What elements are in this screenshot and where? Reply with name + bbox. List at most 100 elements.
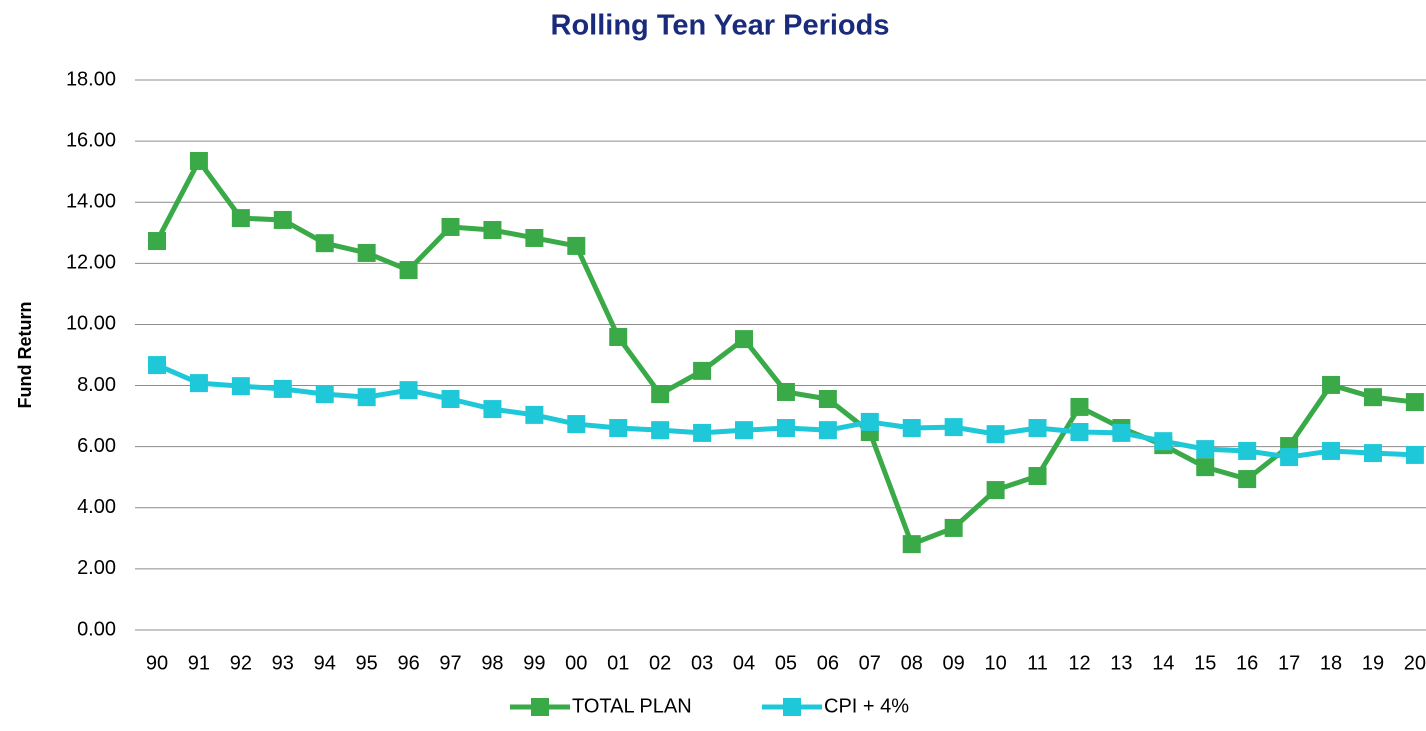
x-tick-label: 90 bbox=[146, 652, 168, 674]
point-marker bbox=[148, 232, 166, 251]
legend-label: TOTAL PLAN bbox=[572, 695, 692, 717]
x-tick-label: 13 bbox=[1110, 652, 1132, 674]
y-tick-label: 18.00 bbox=[66, 68, 116, 90]
x-tick-label: 09 bbox=[943, 652, 965, 674]
x-tick-label: 07 bbox=[859, 652, 881, 674]
point-marker bbox=[986, 425, 1005, 444]
point-marker bbox=[1028, 467, 1047, 485]
x-tick-label: 18 bbox=[1320, 652, 1342, 674]
point-marker bbox=[483, 221, 502, 240]
point-marker bbox=[735, 421, 754, 440]
point-marker bbox=[1028, 419, 1047, 438]
x-tick-label: 98 bbox=[481, 652, 503, 674]
point-marker bbox=[776, 382, 795, 401]
point-marker bbox=[609, 327, 628, 346]
point-marker bbox=[944, 518, 963, 537]
point-marker bbox=[1196, 440, 1215, 459]
point-marker bbox=[148, 356, 166, 375]
point-marker bbox=[1070, 423, 1089, 441]
y-tick-label: 12.00 bbox=[66, 252, 116, 274]
point-marker bbox=[525, 405, 544, 424]
point-marker bbox=[776, 419, 795, 438]
point-marker bbox=[525, 228, 544, 247]
x-tick-label: 94 bbox=[314, 652, 336, 674]
point-marker bbox=[651, 421, 670, 440]
point-marker bbox=[189, 151, 208, 170]
x-tick-label: 01 bbox=[607, 652, 629, 674]
x-tick-label: 20 bbox=[1404, 652, 1426, 674]
x-tick-label: 05 bbox=[775, 652, 797, 674]
point-marker bbox=[735, 330, 754, 349]
point-marker bbox=[441, 217, 460, 236]
point-marker bbox=[315, 234, 334, 253]
x-tick-label: 14 bbox=[1152, 652, 1174, 674]
y-tick-label: 2.00 bbox=[77, 557, 116, 579]
x-tick-label: 12 bbox=[1068, 652, 1090, 674]
point-marker bbox=[1154, 432, 1173, 451]
point-marker bbox=[399, 381, 418, 400]
x-tick-label: 92 bbox=[230, 652, 252, 674]
point-marker bbox=[902, 419, 921, 438]
point-marker bbox=[567, 415, 586, 434]
point-marker bbox=[693, 361, 712, 380]
point-marker bbox=[986, 481, 1005, 500]
point-marker bbox=[315, 385, 334, 404]
point-marker bbox=[944, 418, 963, 437]
x-tick-label: 91 bbox=[188, 652, 210, 674]
point-marker bbox=[1405, 393, 1424, 412]
y-tick-label: 4.00 bbox=[77, 496, 116, 518]
x-tick-label: 96 bbox=[397, 652, 419, 674]
point-marker bbox=[1238, 441, 1257, 460]
point-marker bbox=[860, 412, 879, 431]
point-marker bbox=[818, 390, 837, 408]
legend-marker bbox=[531, 698, 549, 716]
point-marker bbox=[273, 379, 292, 398]
x-tick-label: 00 bbox=[565, 652, 587, 674]
point-marker bbox=[357, 243, 376, 262]
x-tick-label: 97 bbox=[439, 652, 461, 674]
point-marker bbox=[1363, 388, 1382, 407]
chart-title: Rolling Ten Year Periods bbox=[551, 10, 890, 42]
point-marker bbox=[1280, 448, 1299, 467]
legend-label: CPI + 4% bbox=[824, 695, 909, 717]
point-marker bbox=[1112, 423, 1131, 442]
x-tick-label: 06 bbox=[817, 652, 839, 674]
x-tick-label: 15 bbox=[1194, 652, 1216, 674]
x-tick-label: 95 bbox=[356, 652, 378, 674]
point-marker bbox=[441, 390, 460, 408]
x-tick-label: 08 bbox=[901, 652, 923, 674]
point-marker bbox=[1196, 458, 1215, 477]
y-tick-label: 6.00 bbox=[77, 435, 116, 457]
x-tick-label: 10 bbox=[984, 652, 1006, 674]
x-tick-label: 16 bbox=[1236, 652, 1258, 674]
x-tick-label: 02 bbox=[649, 652, 671, 674]
y-tick-label: 10.00 bbox=[66, 313, 116, 335]
point-marker bbox=[357, 388, 376, 407]
x-tick-label: 17 bbox=[1278, 652, 1300, 674]
point-marker bbox=[1363, 444, 1382, 463]
point-marker bbox=[189, 374, 208, 393]
x-tick-label: 99 bbox=[523, 652, 545, 674]
legend-marker bbox=[783, 698, 801, 716]
point-marker bbox=[231, 209, 250, 228]
y-tick-label: 8.00 bbox=[77, 374, 116, 396]
y-tick-label: 16.00 bbox=[66, 129, 116, 151]
point-marker bbox=[399, 261, 418, 280]
point-marker bbox=[1070, 397, 1089, 416]
point-marker bbox=[273, 210, 292, 229]
x-tick-label: 03 bbox=[691, 652, 713, 674]
point-marker bbox=[483, 400, 502, 419]
y-tick-label: 0.00 bbox=[77, 618, 116, 640]
point-marker bbox=[1322, 441, 1341, 460]
point-marker bbox=[567, 236, 586, 255]
point-marker bbox=[1405, 445, 1424, 464]
point-marker bbox=[1322, 375, 1341, 394]
y-tick-label: 14.00 bbox=[66, 191, 116, 213]
x-tick-label: 11 bbox=[1027, 652, 1048, 674]
point-marker bbox=[693, 423, 712, 442]
point-marker bbox=[651, 385, 670, 404]
point-marker bbox=[1238, 470, 1257, 489]
x-tick-label: 19 bbox=[1362, 652, 1384, 674]
